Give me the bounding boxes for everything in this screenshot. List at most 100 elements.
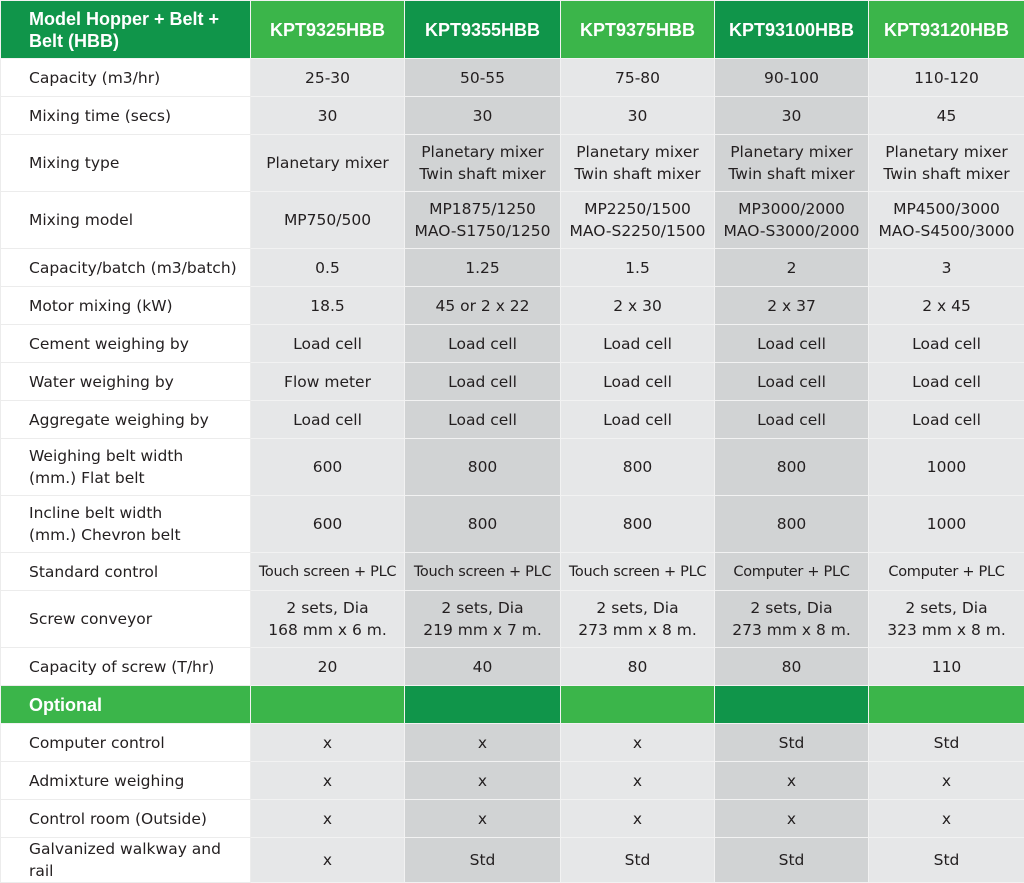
cell-value: 40 xyxy=(405,648,561,686)
cell-value: Load cell xyxy=(251,401,405,439)
cell-value: 2 sets, Dia 168 mm x 6 m. xyxy=(251,591,405,648)
cell-value: x xyxy=(869,762,1024,800)
cell-value: 2 sets, Dia 219 mm x 7 m. xyxy=(405,591,561,648)
row-label: Water weighing by xyxy=(1,363,251,401)
cell-value: 800 xyxy=(561,496,715,553)
cell-value: Std xyxy=(869,838,1024,883)
model-header: KPT9355HBB xyxy=(405,1,561,59)
optional-band xyxy=(405,686,561,724)
cell-value: Computer + PLC xyxy=(869,553,1024,591)
row-label: Weighing belt width (mm.) Flat belt xyxy=(1,439,251,496)
optional-band xyxy=(251,686,405,724)
cell-value: MP4500/3000 MAO-S4500/3000 xyxy=(869,192,1024,249)
cell-value: Std xyxy=(869,724,1024,762)
cell-value: 90-100 xyxy=(715,59,869,97)
cell-value: 30 xyxy=(251,97,405,135)
row-label: Motor mixing (kW) xyxy=(1,287,251,325)
cell-value: 30 xyxy=(405,97,561,135)
table-title: Model Hopper + Belt + Belt (HBB) xyxy=(1,1,251,59)
optional-header-row: Optional xyxy=(1,686,1024,724)
row-label: Cement weighing by xyxy=(1,325,251,363)
cell-value: 600 xyxy=(251,496,405,553)
cell-value: Computer + PLC xyxy=(715,553,869,591)
cell-value: Std xyxy=(561,838,715,883)
cell-value: 45 xyxy=(869,97,1024,135)
cell-value: x xyxy=(251,762,405,800)
row-label: Incline belt width (mm.) Chevron belt xyxy=(1,496,251,553)
row-label: Aggregate weighing by xyxy=(1,401,251,439)
cell-value: x xyxy=(405,800,561,838)
cell-value: Load cell xyxy=(715,325,869,363)
model-header: KPT93100HBB xyxy=(715,1,869,59)
cell-value: Planetary mixer xyxy=(251,135,405,192)
cell-value: 80 xyxy=(561,648,715,686)
cell-value: Std xyxy=(405,838,561,883)
model-header: KPT9375HBB xyxy=(561,1,715,59)
row-label: Computer control xyxy=(1,724,251,762)
cell-value: 2 x 37 xyxy=(715,287,869,325)
cell-value: x xyxy=(869,800,1024,838)
cell-value: 1.5 xyxy=(561,249,715,287)
model-header: KPT93120HBB xyxy=(869,1,1024,59)
cell-value: Std xyxy=(715,838,869,883)
cell-value: Touch screen + PLC xyxy=(251,553,405,591)
cell-value: x xyxy=(405,762,561,800)
cell-value: Load cell xyxy=(869,325,1024,363)
cell-value: Load cell xyxy=(869,401,1024,439)
cell-value: 800 xyxy=(715,496,869,553)
row-label: Control room (Outside) xyxy=(1,800,251,838)
cell-value: x xyxy=(251,724,405,762)
cell-value: 2 sets, Dia 273 mm x 8 m. xyxy=(715,591,869,648)
cell-value: 3 xyxy=(869,249,1024,287)
cell-value: 2 sets, Dia 273 mm x 8 m. xyxy=(561,591,715,648)
cell-value: 600 xyxy=(251,439,405,496)
cell-value: 110-120 xyxy=(869,59,1024,97)
row-label: Capacity (m3/hr) xyxy=(1,59,251,97)
cell-value: 18.5 xyxy=(251,287,405,325)
cell-value: 75-80 xyxy=(561,59,715,97)
row-label: Mixing type xyxy=(1,135,251,192)
cell-value: 2 x 30 xyxy=(561,287,715,325)
optional-section: Optional xyxy=(1,686,1024,724)
cell-value: Planetary mixer Twin shaft mixer xyxy=(561,135,715,192)
cell-value: 45 or 2 x 22 xyxy=(405,287,561,325)
cell-value: 800 xyxy=(405,496,561,553)
cell-value: x xyxy=(561,800,715,838)
cell-value: 2 x 45 xyxy=(869,287,1024,325)
cell-value: Planetary mixer Twin shaft mixer xyxy=(405,135,561,192)
cell-value: Load cell xyxy=(405,363,561,401)
cell-value: Load cell xyxy=(561,325,715,363)
row-label: Galvanized walkway and rail xyxy=(1,838,251,883)
cell-value: MP3000/2000 MAO-S3000/2000 xyxy=(715,192,869,249)
cell-value: 1000 xyxy=(869,496,1024,553)
cell-value: x xyxy=(715,762,869,800)
cell-value: Load cell xyxy=(715,401,869,439)
cell-value: Load cell xyxy=(251,325,405,363)
cell-value: Planetary mixer Twin shaft mixer xyxy=(869,135,1024,192)
row-label: Capacity/batch (m3/batch) xyxy=(1,249,251,287)
cell-value: x xyxy=(561,724,715,762)
cell-value: Planetary mixer Twin shaft mixer xyxy=(715,135,869,192)
row-label: Screw conveyor xyxy=(1,591,251,648)
cell-value: MP2250/1500 MAO-S2250/1500 xyxy=(561,192,715,249)
row-label: Mixing model xyxy=(1,192,251,249)
cell-value: Load cell xyxy=(405,325,561,363)
cell-value: 80 xyxy=(715,648,869,686)
cell-value: Load cell xyxy=(561,401,715,439)
